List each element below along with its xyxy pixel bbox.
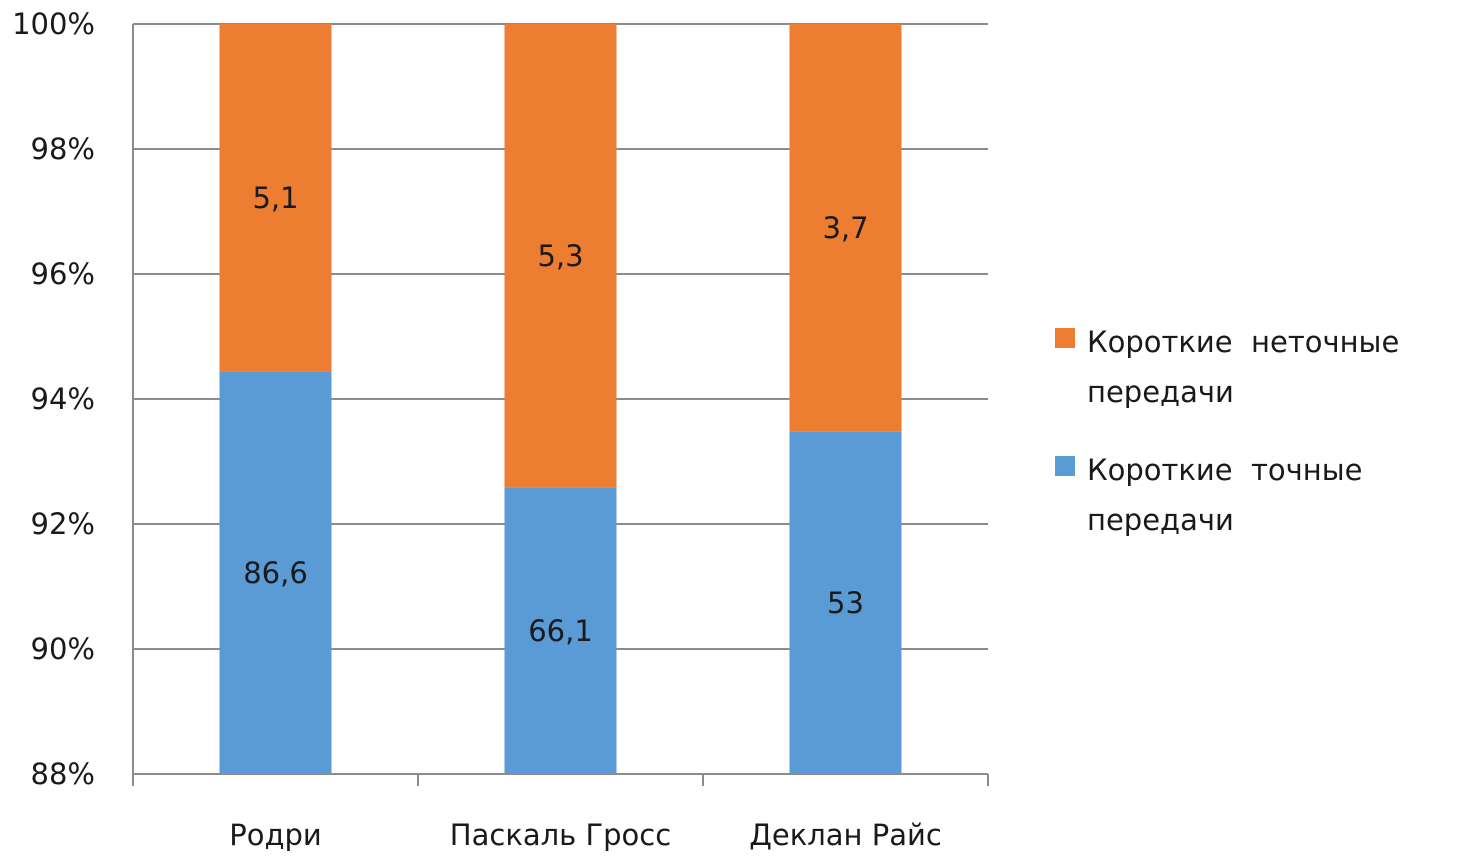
bar-segment xyxy=(504,487,617,774)
legend-swatch xyxy=(1055,328,1075,348)
bar-segment xyxy=(789,24,902,432)
data-label: 66,1 xyxy=(528,614,593,648)
x-category-label: Паскаль Гросс xyxy=(450,818,671,852)
bar-segment xyxy=(219,24,332,372)
y-tick-label: 98% xyxy=(31,132,95,166)
data-label: 5,1 xyxy=(252,181,298,215)
x-category-label: Родри xyxy=(229,818,322,852)
y-tick-label: 100% xyxy=(12,7,95,41)
y-tick-label: 88% xyxy=(31,757,95,791)
y-tick-label: 92% xyxy=(31,507,95,541)
legend-label: Короткие точные xyxy=(1087,453,1363,487)
y-tick-label: 94% xyxy=(31,382,95,416)
bar-segment xyxy=(504,24,617,488)
legend-label: передачи xyxy=(1087,375,1234,409)
bar-segment xyxy=(219,371,332,774)
legend-label: Короткие неточные xyxy=(1087,325,1399,359)
data-label: 53 xyxy=(827,586,864,620)
data-label: 5,3 xyxy=(537,239,583,273)
x-category-label: Деклан Райс xyxy=(749,818,942,852)
legend-label: передачи xyxy=(1087,503,1234,537)
y-tick-label: 90% xyxy=(31,632,95,666)
y-tick-label: 96% xyxy=(31,257,95,291)
bar-segment xyxy=(789,431,902,774)
data-label: 86,6 xyxy=(243,556,308,590)
legend-swatch xyxy=(1055,456,1075,476)
data-label: 3,7 xyxy=(822,211,868,245)
